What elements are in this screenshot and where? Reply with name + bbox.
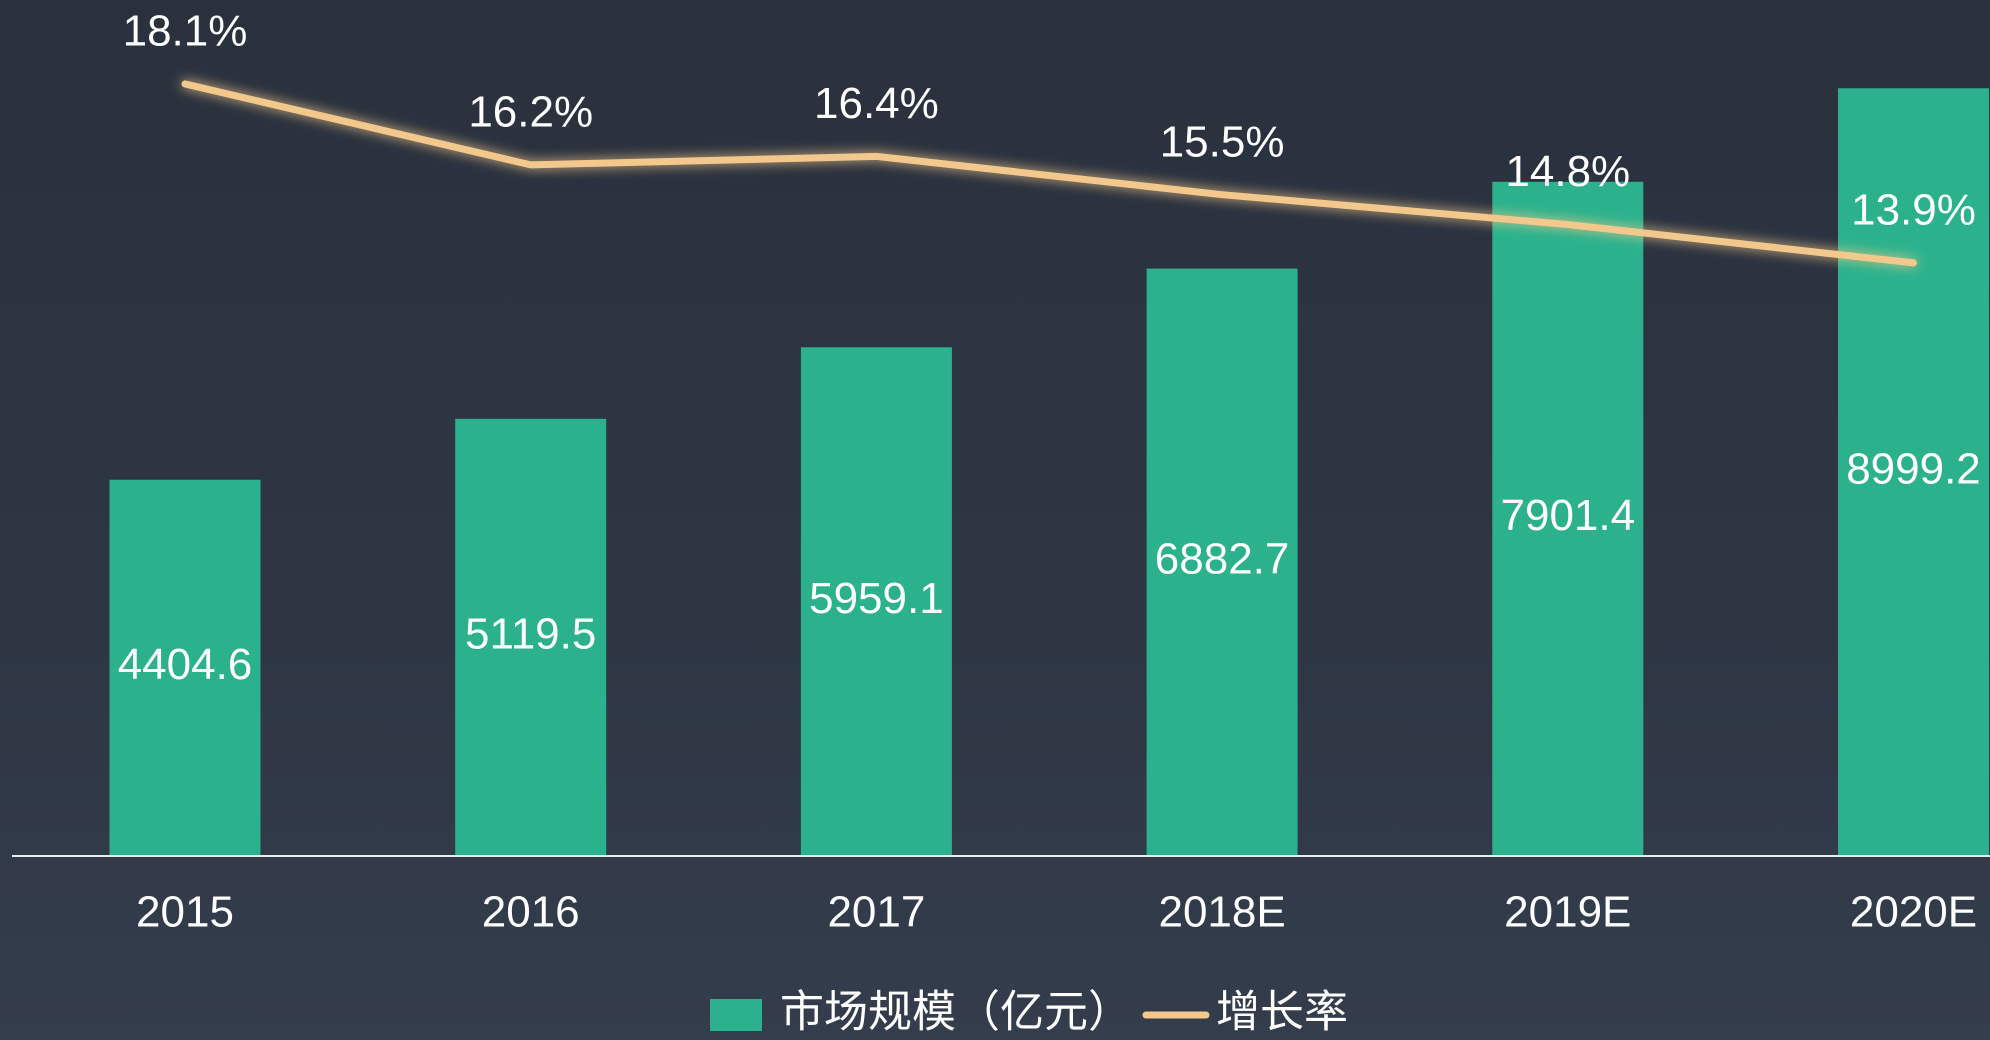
legend-swatch	[710, 999, 762, 1031]
x-tick-label: 2015	[136, 888, 234, 937]
legend: 市场规模（亿元） 增长率	[710, 988, 1348, 1037]
line-value-label: 18.1%	[123, 7, 248, 56]
bar	[109, 479, 261, 855]
line-value-label: 13.9%	[1851, 185, 1976, 234]
bar	[1146, 268, 1298, 855]
bar-value-label: 5119.5	[465, 610, 596, 659]
bar	[455, 418, 607, 855]
bar	[1838, 88, 1989, 855]
line	[181, 80, 1917, 267]
bar-value-label: 8999.2	[1846, 444, 1981, 493]
bar-value-label: 4404.6	[118, 640, 253, 689]
bar-value-label: 7901.4	[1501, 491, 1636, 540]
line-value-label: 16.2%	[468, 88, 593, 137]
x-tick-label: 2016	[482, 888, 580, 937]
bar	[800, 347, 952, 855]
bar-value-label: 6882.7	[1155, 534, 1290, 583]
x-tick-label: 2017	[827, 888, 925, 937]
bar	[1492, 181, 1644, 855]
x-tick-label: 2018E	[1158, 888, 1285, 937]
line-value-label: 14.8%	[1505, 147, 1630, 196]
bar-value-label: 5959.1	[809, 574, 944, 623]
x-tick-label: 2020E	[1850, 888, 1977, 937]
x-tick-label: 2019E	[1504, 888, 1631, 937]
line-value-label: 15.5%	[1160, 117, 1285, 166]
line-value-label: 16.4%	[814, 79, 939, 128]
legend-label: 增长率	[1216, 988, 1348, 1037]
legend-label: 市场规模（亿元）	[780, 988, 1132, 1037]
